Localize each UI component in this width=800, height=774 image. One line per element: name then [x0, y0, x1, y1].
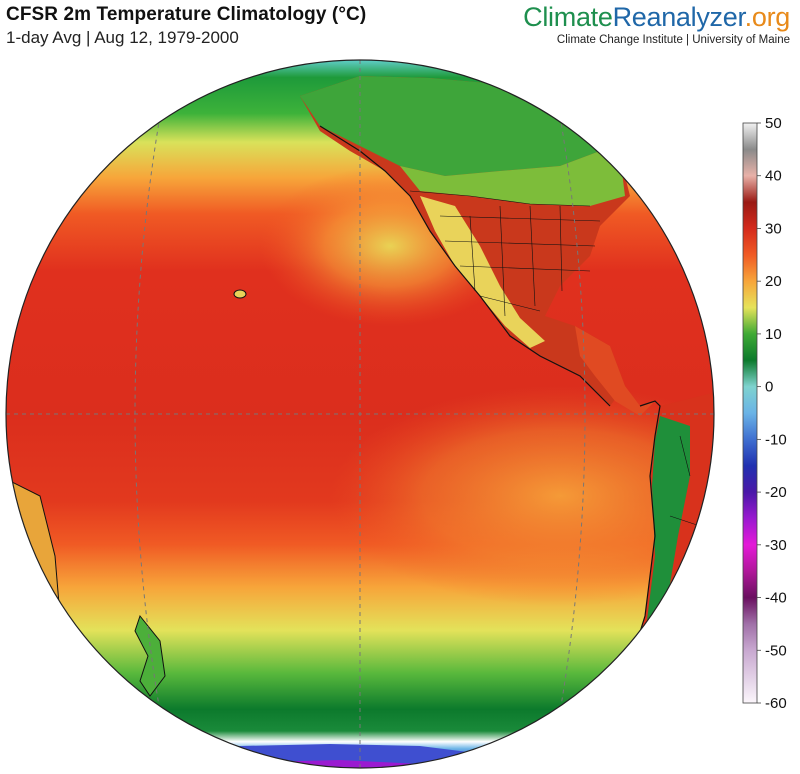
colorbar-tick-label: -20: [765, 484, 787, 501]
colorbar-gradient: [742, 122, 758, 704]
colorbar-tick-label: 20: [765, 273, 782, 290]
colorbar-tick-label: 10: [765, 326, 782, 343]
colorbar-tick-label: 0: [765, 379, 773, 396]
map-subtitle: 1-day Avg | Aug 12, 1979-2000: [6, 28, 239, 47]
map-title: CFSR 2m Temperature Climatology (°C): [6, 4, 367, 25]
land-patagonia: [560, 676, 714, 768]
brand-reanalyzer: Reanalyzer: [612, 2, 745, 32]
political-borders: [409, 190, 701, 527]
colorbar-tick-label: 40: [765, 168, 782, 185]
colorbar-tick-label: -10: [765, 431, 787, 448]
land-antarctica: [100, 744, 560, 768]
colorbar-tick-label: -60: [765, 695, 787, 712]
colorbar-tick-label: -30: [765, 537, 787, 554]
colorbar-ticks: 50 40 30 20 10 0 -10 -20 -30 -40 -50 -60: [757, 115, 787, 712]
land-central-america: [575, 326, 655, 416]
land-canada-south: [400, 151, 625, 206]
colorbar-tick-label: 30: [765, 220, 782, 237]
brand-name: ClimateReanalyzer.org: [523, 2, 790, 32]
colorbar-tick-label: 50: [765, 115, 782, 132]
globe-outline: [5, 59, 715, 769]
land-new-zealand: [134, 614, 166, 697]
brand-tagline: Climate Change Institute | University of…: [556, 34, 790, 46]
graticule: [6, 60, 714, 768]
colorbar-tick-label: -50: [765, 642, 787, 659]
brand-climate: Climate: [523, 2, 613, 32]
temperature-globe[interactable]: [0, 56, 740, 774]
brand-org: .org: [744, 2, 791, 32]
land-rockies-highland: [420, 196, 545, 348]
colorbar-tick-label: -40: [765, 590, 787, 607]
land-andes-highland: [595, 416, 690, 746]
land-hawaii: [233, 289, 247, 299]
brand-logo[interactable]: ClimateReanalyzer.org Climate Change Ins…: [523, 2, 790, 46]
